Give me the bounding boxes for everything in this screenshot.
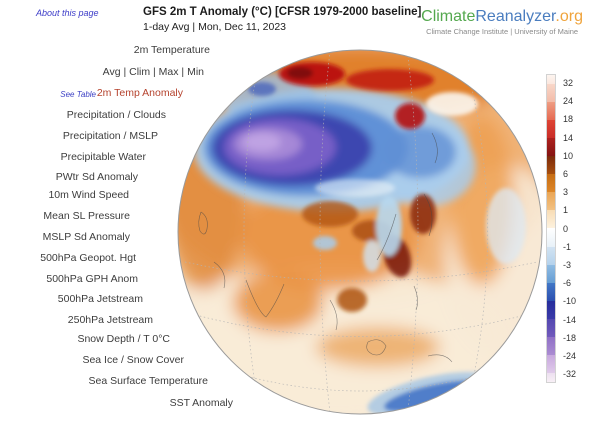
colorbar-segment [547, 83, 555, 102]
colorbar-segment [547, 336, 555, 355]
colorbar-tick-label: 10 [563, 150, 574, 161]
colorbar-tick-label: -14 [563, 314, 577, 325]
globe-rim [177, 49, 543, 415]
sidebar-item-precipitable-water[interactable]: Precipitable Water [60, 151, 146, 163]
colorbar-tick-label: 3 [563, 187, 569, 198]
logo-tagline: Climate Change Institute | University of… [426, 27, 579, 36]
colorbar-segment [547, 174, 555, 193]
colorbar-tick-label: 18 [563, 114, 574, 125]
sidebar-item-avg-clim-max-min[interactable]: Avg | Clim | Max | Min [102, 66, 204, 78]
colorbar-segment [547, 300, 555, 319]
colorbar-segment [547, 120, 555, 139]
colorbar-segment [547, 318, 555, 337]
colorbar-tick-label: -1 [563, 241, 572, 252]
sidebar-item-precipitation-mslp[interactable]: Precipitation / MSLP [62, 130, 158, 142]
graticule-lines [184, 50, 538, 414]
colorbar-segment [547, 246, 555, 265]
sidebar-item-pwtr-sd-anomaly[interactable]: PWtr Sd Anomaly [55, 171, 138, 183]
logo-climate: Climate [421, 8, 476, 25]
colorbar-segment [547, 102, 555, 121]
colorbar-segment [547, 354, 555, 373]
site-logo-text[interactable]: ClimateReanalyzer.org [421, 8, 583, 26]
colorbar-tick-label: 6 [563, 169, 569, 179]
see-table-link[interactable]: See Table [60, 90, 96, 99]
sidebar-item-500hpa-jetstream[interactable]: 500hPa Jetstream [57, 293, 143, 305]
sidebar-item-2m-temp-anomaly[interactable]: 2m Temp Anomaly [96, 87, 183, 99]
sidebar-item-250hpa-jetstream[interactable]: 250hPa Jetstream [67, 314, 153, 326]
colorbar-segment [547, 75, 555, 84]
page-subtitle: 1-day Avg | Mon, Dec 11, 2023 [143, 21, 287, 33]
sidebar-item-sst-anomaly[interactable]: SST Anomaly [169, 397, 233, 409]
colorbar-gradient [546, 74, 556, 383]
about-this-page-link[interactable]: About this page [36, 8, 99, 18]
sidebar-item-precipitation-clouds[interactable]: Precipitation / Clouds [66, 109, 166, 121]
colorbar-segment [547, 372, 555, 382]
sidebar-item-sea-ice-snow-cover[interactable]: Sea Ice / Snow Cover [82, 354, 184, 366]
logo-org: .org [555, 8, 583, 25]
colorbar-tick-label: 32 [563, 78, 574, 88]
colorbar-tick-label: 14 [563, 132, 574, 143]
colorbar-segment [547, 138, 555, 157]
logo-reanalyzer: Reanalyzer [475, 8, 556, 25]
colorbar-segment [547, 192, 555, 211]
colorbar-tick-label: 24 [563, 96, 574, 107]
colorbar-tick-label: -10 [563, 296, 577, 307]
colorbar-segment [547, 282, 555, 301]
colorbar-tick-label: -6 [563, 278, 572, 289]
coastline-lines [198, 132, 453, 363]
header: GFS 2m T Anomaly (°C) [CFSR 1979-2000 ba… [143, 6, 422, 33]
colorbar-tick-label: -32 [563, 369, 577, 380]
colorbar-tick-label: 1 [563, 205, 569, 216]
colorbar-tick-label: -3 [563, 260, 572, 270]
colorbar-segment [547, 210, 555, 229]
sidebar-item-500hpa-geopot-hgt[interactable]: 500hPa Geopot. Hgt [40, 252, 136, 264]
colorbar-tick-label: -24 [563, 351, 577, 361]
sidebar-item-mean-sl-pressure[interactable]: Mean SL Pressure [43, 210, 130, 222]
sidebar-item-mslp-sd-anomaly[interactable]: MSLP Sd Anomaly [42, 231, 130, 243]
sidebar-item-10m-wind-speed[interactable]: 10m Wind Speed [48, 189, 129, 201]
colorbar-segment [547, 156, 555, 175]
sidebar-item-snow-depth-t-0-c[interactable]: Snow Depth / T 0°C [77, 333, 170, 345]
sidebar-item-2m-temperature[interactable]: 2m Temperature [133, 44, 210, 56]
colorbar-tick-label: 0 [563, 223, 569, 234]
sidebar-item-500hpa-gph-anom[interactable]: 500hPa GPH Anom [46, 273, 138, 285]
page-title: GFS 2m T Anomaly (°C) [CFSR 1979-2000 ba… [143, 6, 422, 18]
colorbar-legend: 32 24 18 14 10 6 3 1 0 -1 -3 -6 -10 -14 -18 -24 -32 [546, 74, 586, 383]
site-logo[interactable]: ClimateReanalyzer.org Climate Change Ins… [421, 8, 583, 36]
colorbar-tick-label: -18 [563, 332, 577, 343]
colorbar-segment [547, 264, 555, 283]
colorbar-segment [547, 228, 555, 247]
sidebar-item-sea-surface-temperature[interactable]: Sea Surface Temperature [88, 375, 208, 387]
